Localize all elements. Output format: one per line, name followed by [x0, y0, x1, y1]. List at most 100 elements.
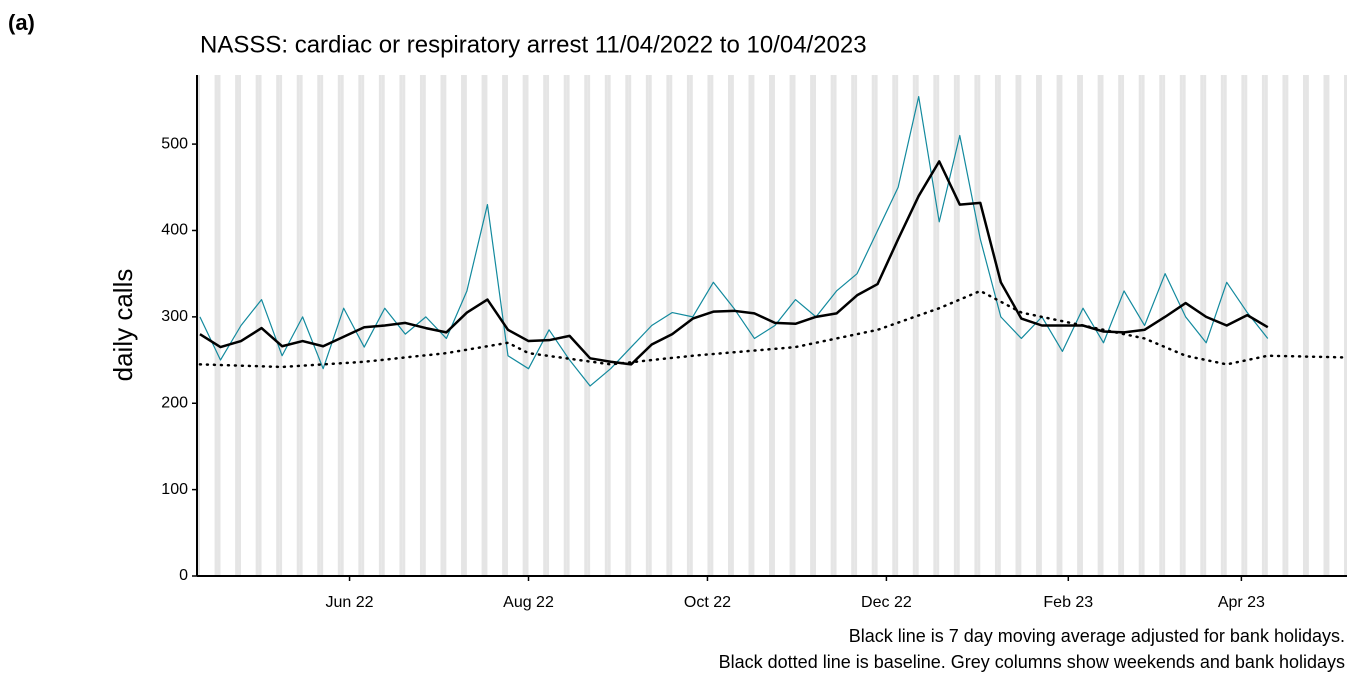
- weekend-column: [484, 75, 488, 576]
- weekend-column: [235, 75, 239, 576]
- y-tick-label: 300: [161, 308, 188, 325]
- weekend-column: [1302, 75, 1306, 576]
- weekend-column: [1097, 75, 1101, 576]
- weekend-column: [1323, 75, 1327, 576]
- weekend-column: [871, 75, 875, 576]
- weekend-column: [543, 75, 547, 576]
- weekend-column: [443, 75, 447, 576]
- weekend-column: [1036, 75, 1039, 576]
- weekend-column: [340, 75, 344, 576]
- weekend-column: [833, 75, 837, 576]
- weekend-column: [563, 75, 567, 576]
- weekend-column: [461, 75, 464, 576]
- weekend-column: [1241, 75, 1245, 576]
- weekend-column: [874, 75, 878, 576]
- weekend-column: [830, 75, 834, 576]
- series-line: [198, 289, 1349, 369]
- weekend-column: [727, 75, 731, 576]
- weekend-column: [604, 75, 608, 576]
- weekend-column: [1179, 75, 1183, 576]
- weekend-column: [997, 75, 1001, 576]
- weekend-column: [276, 75, 280, 576]
- weekend-column: [912, 75, 916, 576]
- weekend-column: [255, 75, 259, 576]
- x-tick-label: Apr 23: [1218, 594, 1265, 611]
- weekend-column: [648, 75, 652, 576]
- weekend-column: [361, 75, 365, 576]
- y-tick-label: 100: [161, 481, 188, 498]
- weekend-column: [666, 75, 670, 576]
- weekend-column: [1182, 75, 1186, 576]
- weekend-column: [1344, 75, 1347, 576]
- weekend-column: [258, 75, 262, 576]
- weekend-column: [1118, 75, 1122, 576]
- series-line: [199, 95, 1269, 387]
- weekend-column: [1244, 75, 1248, 576]
- weekend-column: [686, 75, 690, 576]
- y-tick-label: 0: [179, 567, 188, 584]
- chart-title: NASSS: cardiac or respiratory arrest 11/…: [200, 31, 867, 58]
- weekend-column: [689, 75, 693, 576]
- weekend-column: [1121, 75, 1125, 576]
- weekend-column: [707, 75, 711, 576]
- weekend-column: [584, 75, 588, 576]
- weekend-column: [337, 75, 341, 576]
- weekend-column: [317, 75, 321, 576]
- panel-label: (a): [8, 10, 35, 35]
- weekend-column: [299, 75, 303, 576]
- weekend-column: [625, 75, 629, 576]
- y-tick-label: 500: [161, 135, 188, 152]
- weekend-column: [892, 75, 896, 576]
- weekend-column: [481, 75, 485, 576]
- weekend-column: [1141, 75, 1145, 576]
- weekend-column: [320, 75, 324, 576]
- x-tick-label: Oct 22: [684, 594, 731, 611]
- weekend-column: [399, 75, 403, 576]
- weekend-column: [1203, 75, 1207, 576]
- weekend-column: [994, 75, 998, 576]
- weekend-column: [1015, 75, 1019, 576]
- weekend-column: [936, 75, 940, 576]
- weekend-column: [813, 75, 817, 576]
- weekend-column: [1200, 75, 1204, 576]
- weekend-column: [669, 75, 673, 576]
- weekend-column: [1159, 75, 1163, 576]
- weekend-column: [956, 75, 960, 576]
- y-tick-label: 200: [161, 394, 188, 411]
- x-tick-label: Feb 23: [1043, 594, 1093, 611]
- weekend-column: [748, 75, 752, 576]
- weekend-column: [810, 75, 814, 576]
- weekend-column: [1326, 75, 1330, 576]
- weekend-column: [214, 75, 218, 576]
- weekend-column: [1100, 75, 1104, 576]
- weekend-column: [522, 75, 526, 576]
- weekend-column: [1282, 75, 1286, 576]
- note: Black dotted line is baseline. Grey colu…: [719, 652, 1345, 672]
- weekend-column: [525, 75, 529, 576]
- weekend-column: [566, 75, 570, 576]
- weekend-column: [1018, 75, 1022, 576]
- weekend-column: [1138, 75, 1142, 576]
- weekend-column: [607, 75, 611, 576]
- weekend-column: [1220, 75, 1224, 576]
- weekend-column: [974, 75, 978, 576]
- weekend-column: [645, 75, 649, 576]
- weekend-column: [953, 75, 957, 576]
- weekend-column: [1305, 75, 1309, 576]
- weekend-column: [772, 75, 775, 576]
- weekend-column: [1285, 75, 1289, 576]
- weekend-column: [710, 75, 714, 576]
- weekend-column: [402, 75, 406, 576]
- weekend-column: [915, 75, 919, 576]
- weekend-column: [279, 75, 283, 576]
- weekend-column: [587, 75, 591, 576]
- weekend-column: [933, 75, 937, 576]
- weekend-column: [463, 75, 467, 576]
- weekend-column: [851, 75, 855, 576]
- x-tick-label: Dec 22: [861, 594, 912, 611]
- weekend-column: [628, 75, 632, 576]
- weekend-column: [751, 75, 755, 576]
- weekend-column: [730, 75, 734, 576]
- note: Black line is 7 day moving average adjus…: [849, 626, 1345, 646]
